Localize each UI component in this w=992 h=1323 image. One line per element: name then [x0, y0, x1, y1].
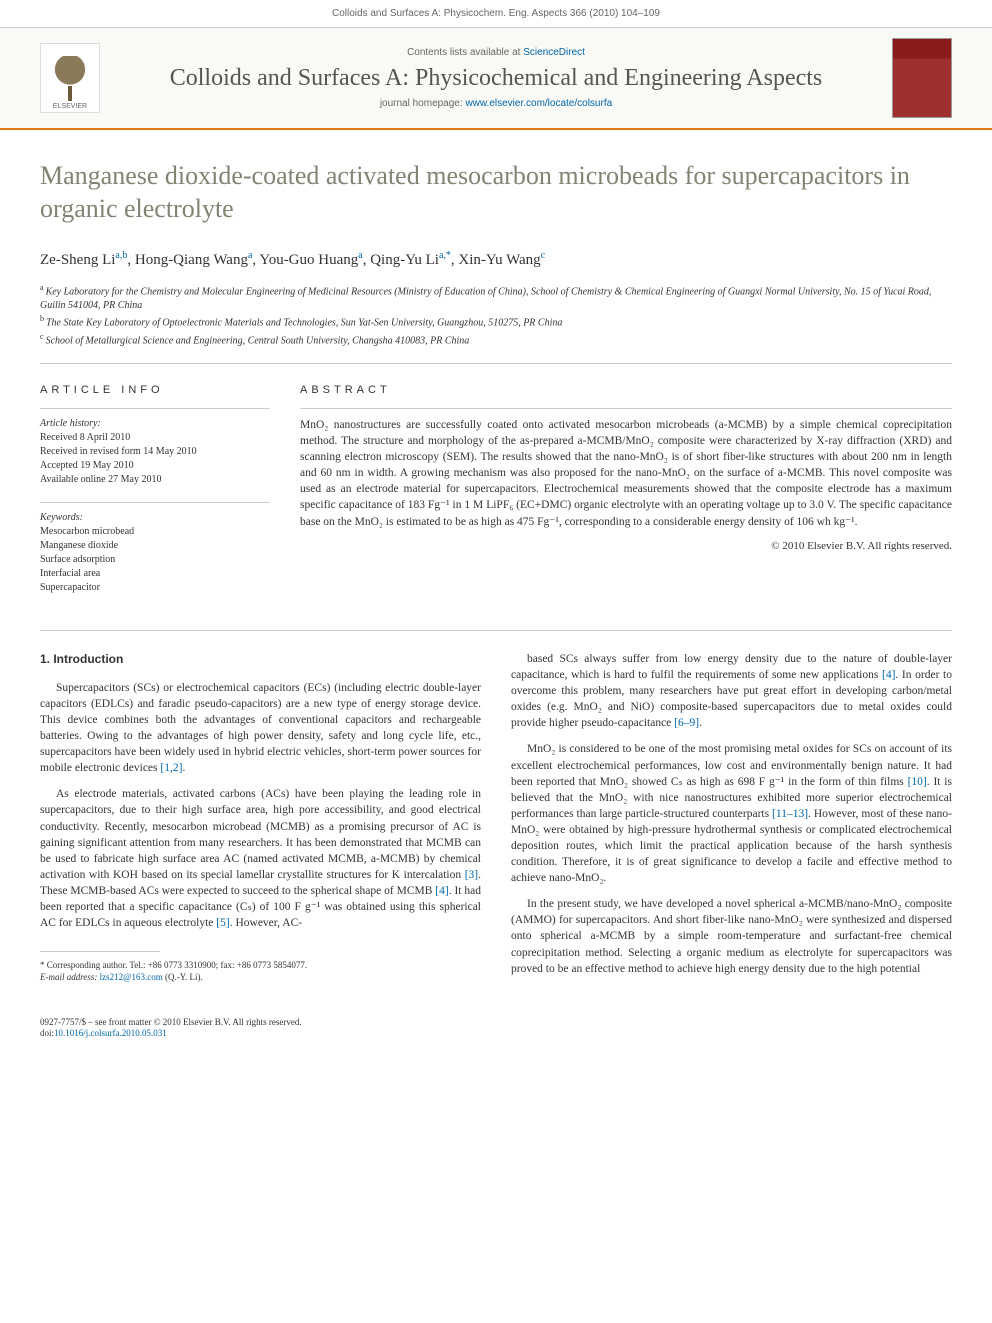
abstract-column: ABSTRACT MnO₂ nanostructures are success…: [300, 384, 952, 610]
body-columns: 1. Introduction Supercapacitors (SCs) or…: [0, 631, 992, 1007]
author: You-Guo Huanga: [259, 252, 362, 268]
reference-link[interactable]: [4]: [882, 669, 895, 681]
elsevier-tree-icon: [50, 56, 90, 101]
issn-line: 0927-7757/$ – see front matter © 2010 El…: [40, 1017, 952, 1029]
keywords-label: Keywords:: [40, 511, 270, 525]
contents-prefix: Contents lists available at: [407, 47, 523, 58]
article-title: Manganese dioxide-coated activated mesoc…: [0, 130, 992, 235]
info-abstract-row: ARTICLE INFO Article history: Received 8…: [0, 364, 992, 630]
reference-link[interactable]: [5]: [216, 917, 229, 929]
author-affiliation-sup: a,*: [439, 250, 451, 261]
elsevier-logo: ELSEVIER: [40, 43, 100, 113]
keyword: Surface adsorption: [40, 553, 270, 567]
history-line: Available online 27 May 2010: [40, 473, 270, 487]
affiliations-list: a Key Laboratory for the Chemistry and M…: [0, 274, 992, 363]
body-column-right: based SCs always suffer from low energy …: [511, 651, 952, 987]
doi-link[interactable]: 10.1016/j.colsurfa.2010.05.031: [54, 1028, 167, 1038]
journal-header-center: Contents lists available at ScienceDirec…: [100, 47, 892, 110]
author-affiliation-sup: a,b: [115, 250, 127, 261]
body-paragraph: Supercapacitors (SCs) or electrochemical…: [40, 680, 481, 777]
reference-link[interactable]: [10]: [908, 776, 927, 788]
contents-line: Contents lists available at ScienceDirec…: [100, 47, 892, 58]
article-info-column: ARTICLE INFO Article history: Received 8…: [40, 384, 270, 610]
corresponding-author-footnote: * Corresponding author. Tel.: +86 0773 3…: [40, 960, 481, 983]
keyword: Mesocarbon microbead: [40, 525, 270, 539]
journal-cover-thumbnail: [892, 38, 952, 118]
history-line: Received in revised form 14 May 2010: [40, 445, 270, 459]
authors-list: Ze-Sheng Lia,b, Hong-Qiang Wanga, You-Gu…: [0, 235, 992, 274]
author-affiliation-sup: a: [248, 250, 252, 261]
history-line: Accepted 19 May 2010: [40, 459, 270, 473]
homepage-link[interactable]: www.elsevier.com/locate/colsurfa: [465, 98, 612, 109]
history-line: Received 8 April 2010: [40, 431, 270, 445]
reference-link[interactable]: [6–9]: [674, 717, 699, 729]
article-info-heading: ARTICLE INFO: [40, 384, 270, 396]
author: Ze-Sheng Lia,b: [40, 252, 127, 268]
reference-link[interactable]: [3]: [465, 869, 478, 881]
elsevier-label: ELSEVIER: [53, 103, 87, 110]
history-label: Article history:: [40, 417, 270, 431]
author: Hong-Qiang Wanga: [135, 252, 253, 268]
author-affiliation-sup: a: [358, 250, 362, 261]
abstract-heading: ABSTRACT: [300, 384, 952, 396]
sciencedirect-link[interactable]: ScienceDirect: [523, 47, 585, 58]
author-affiliation-sup: c: [541, 250, 545, 261]
reference-link[interactable]: [1,2]: [160, 762, 182, 774]
citation-text: Colloids and Surfaces A: Physicochem. En…: [332, 8, 660, 19]
keyword: Manganese dioxide: [40, 539, 270, 553]
affiliation: a Key Laboratory for the Chemistry and M…: [40, 282, 952, 313]
body-paragraph: based SCs always suffer from low energy …: [511, 651, 952, 731]
footer-bar: 0927-7757/$ – see front matter © 2010 El…: [0, 1007, 992, 1060]
email-link[interactable]: lzs212@163.com: [100, 972, 163, 982]
journal-header: ELSEVIER Contents lists available at Sci…: [0, 27, 992, 130]
keyword: Interfacial area: [40, 567, 270, 581]
citation-bar: Colloids and Surfaces A: Physicochem. En…: [0, 0, 992, 27]
doi-line: doi:10.1016/j.colsurfa.2010.05.031: [40, 1028, 952, 1040]
footnote-separator: [40, 951, 160, 952]
homepage-line: journal homepage: www.elsevier.com/locat…: [100, 98, 892, 109]
reference-link[interactable]: [4]: [435, 885, 448, 897]
author: Qing-Yu Lia,*: [370, 252, 451, 268]
footnote-email-line: E-mail address: lzs212@163.com (Q.-Y. Li…: [40, 972, 481, 984]
keywords-block: Keywords: Mesocarbon microbeadManganese …: [40, 502, 270, 595]
body-paragraph: As electrode materials, activated carbon…: [40, 786, 481, 931]
footnote-line: * Corresponding author. Tel.: +86 0773 3…: [40, 960, 481, 972]
affiliation: c School of Metallurgical Science and En…: [40, 331, 952, 348]
email-suffix: (Q.-Y. Li).: [165, 972, 203, 982]
body-paragraph: In the present study, we have developed …: [511, 896, 952, 976]
section-heading: 1. Introduction: [40, 651, 481, 668]
homepage-prefix: journal homepage:: [380, 98, 466, 109]
doi-label: doi:: [40, 1028, 54, 1038]
affiliation: b The State Key Laboratory of Optoelectr…: [40, 313, 952, 330]
body-paragraph: MnO₂ is considered to be one of the most…: [511, 741, 952, 886]
article-history-block: Article history: Received 8 April 2010Re…: [40, 408, 270, 487]
journal-title: Colloids and Surfaces A: Physicochemical…: [100, 64, 892, 93]
abstract-copyright: © 2010 Elsevier B.V. All rights reserved…: [300, 540, 952, 552]
author: Xin-Yu Wangc: [458, 252, 545, 268]
reference-link[interactable]: [11–13]: [772, 808, 808, 820]
keyword: Supercapacitor: [40, 581, 270, 595]
abstract-text: MnO₂ nanostructures are successfully coa…: [300, 408, 952, 530]
email-label: E-mail address:: [40, 972, 97, 982]
body-column-left: 1. Introduction Supercapacitors (SCs) or…: [40, 651, 481, 987]
